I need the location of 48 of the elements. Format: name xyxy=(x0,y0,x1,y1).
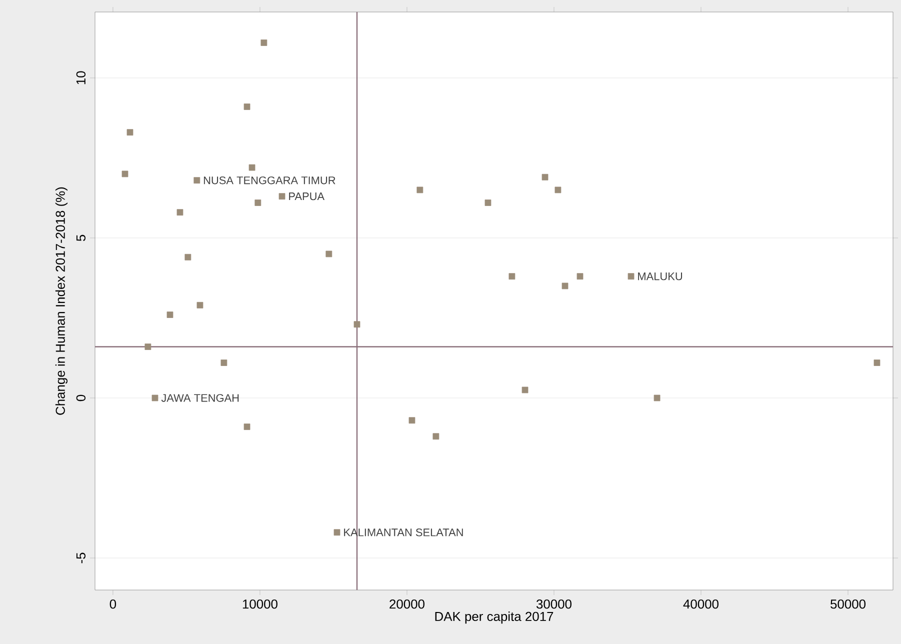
point xyxy=(326,250,332,258)
point xyxy=(244,104,250,110)
point xyxy=(248,164,256,171)
point xyxy=(562,282,568,290)
y-axis-title: Change in Human Index 2017-2018 (%) xyxy=(55,187,68,415)
x-tick-label: 20000 xyxy=(390,599,424,609)
point xyxy=(628,273,634,280)
point xyxy=(484,200,492,206)
point xyxy=(122,170,128,178)
point xyxy=(874,360,880,366)
y-tick-label: 5 xyxy=(76,234,86,242)
y-tick-label: 0 xyxy=(76,394,86,402)
point xyxy=(416,186,424,194)
x-axis-title: DAK per capita 2017 xyxy=(435,612,554,624)
point xyxy=(126,129,134,136)
point xyxy=(554,186,562,194)
point xyxy=(260,40,268,46)
point xyxy=(522,386,528,394)
point xyxy=(176,209,184,216)
y-tick-label: 10 xyxy=(76,71,86,84)
x-tick-label: 50000 xyxy=(830,599,866,609)
x-tick-label: 0 xyxy=(110,599,116,609)
annotation: NUSA TENGGARA TIMUR xyxy=(204,176,336,184)
point xyxy=(334,529,340,536)
point xyxy=(196,302,204,308)
point xyxy=(220,360,228,366)
annotation: MALUKU xyxy=(638,272,682,280)
annotation: PAPUA xyxy=(289,192,324,200)
point xyxy=(254,200,262,206)
annotation: JAWA TENGAH xyxy=(161,394,239,402)
point xyxy=(278,193,286,200)
point xyxy=(244,424,250,430)
point xyxy=(576,273,584,280)
point xyxy=(144,344,152,350)
point xyxy=(542,174,548,180)
point xyxy=(184,254,192,260)
point xyxy=(354,321,360,328)
point xyxy=(194,177,200,184)
point xyxy=(508,273,516,280)
point xyxy=(152,394,158,402)
x-tick-label: 40000 xyxy=(683,599,719,609)
point xyxy=(654,394,660,402)
x-tick-label: 30000 xyxy=(536,599,572,609)
y-tick-label: -5 xyxy=(76,552,86,564)
point xyxy=(432,433,440,440)
point xyxy=(408,417,416,424)
point xyxy=(166,312,174,318)
x-tick-label: 10000 xyxy=(242,599,278,609)
